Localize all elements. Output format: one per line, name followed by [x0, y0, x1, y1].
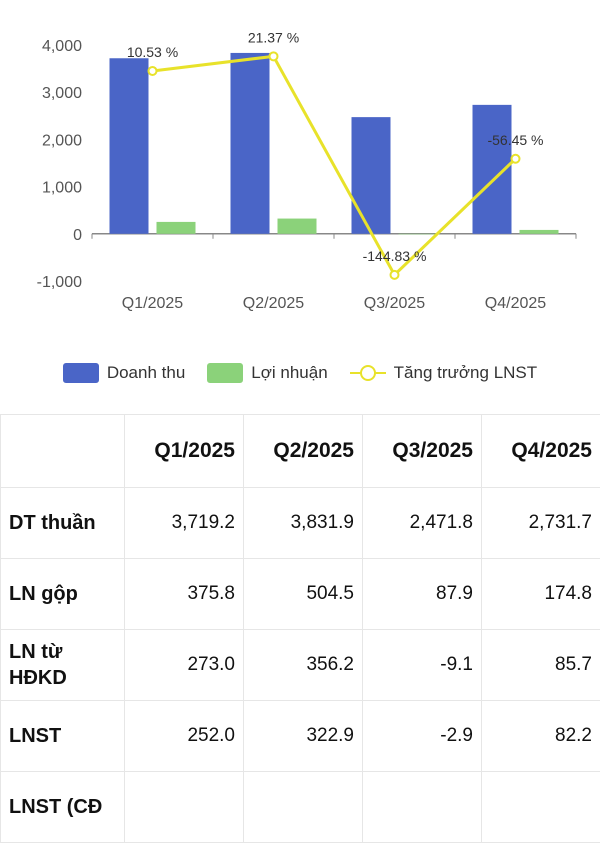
table-header-q4: Q4/2025 [482, 415, 600, 488]
growth-point [512, 155, 520, 163]
legend-swatch-profit [207, 363, 243, 383]
table-cell: 87.9 [363, 559, 482, 630]
table-cell [363, 772, 482, 843]
y-tick-label: 2,000 [42, 132, 82, 149]
growth-data-label: -144.83 % [363, 248, 427, 264]
row-label: LN gộp [1, 559, 125, 630]
table-cell: 322.9 [244, 701, 363, 772]
y-tick-label: -1,000 [37, 274, 82, 291]
table-cell: -9.1 [363, 630, 482, 701]
table-cell: 2,731.7 [482, 488, 600, 559]
table-header-q2: Q2/2025 [244, 415, 363, 488]
chart-legend: Doanh thu Lợi nhuận Tăng trưởng LNST [0, 355, 600, 391]
legend-label-growth: Tăng trưởng LNST [394, 363, 537, 383]
legend-label-profit: Lợi nhuận [251, 363, 327, 383]
table-row: DT thuần 3,719.2 3,831.9 2,471.8 2,731.7 [1, 488, 600, 559]
y-tick-label: 3,000 [42, 85, 82, 102]
table-cell: 174.8 [482, 559, 600, 630]
growth-data-label: -56.45 % [487, 132, 543, 148]
row-label: LNST [1, 701, 125, 772]
table-cell: 82.2 [482, 701, 600, 772]
legend-swatch-revenue [63, 363, 99, 383]
x-tick-label: Q3/2025 [364, 295, 425, 312]
table-cell: 356.2 [244, 630, 363, 701]
y-tick-label: 1,000 [42, 180, 82, 197]
y-tick-label: 4,000 [42, 38, 82, 55]
legend-item-growth[interactable]: Tăng trưởng LNST [350, 363, 537, 383]
table-header-corner [1, 415, 125, 488]
bar-profit [399, 234, 438, 235]
table-cell: 273.0 [125, 630, 244, 701]
bar-revenue [110, 58, 149, 234]
table-cell: 504.5 [244, 559, 363, 630]
legend-item-revenue[interactable]: Doanh thu [63, 363, 185, 383]
table-row: LNST (CĐ [1, 772, 600, 843]
x-tick-label: Q1/2025 [122, 295, 183, 312]
bar-profit [157, 222, 196, 234]
table-cell: 375.8 [125, 559, 244, 630]
quarterly-financials-table: Q1/2025 Q2/2025 Q3/2025 Q4/2025 DT thuần… [0, 414, 600, 843]
legend-item-profit[interactable]: Lợi nhuận [207, 363, 327, 383]
revenue-profit-chart: 4,000 3,000 2,000 1,000 0 -1,000 Q1/2025 Q2/202… [0, 0, 600, 340]
bar-profit [520, 230, 559, 234]
table-cell: -2.9 [363, 701, 482, 772]
growth-point [149, 67, 157, 75]
x-tick-label: Q4/2025 [485, 295, 546, 312]
legend-label-revenue: Doanh thu [107, 363, 185, 383]
row-label: LN từ HĐKD [1, 630, 125, 701]
growth-point [270, 52, 278, 60]
table-cell: 2,471.8 [363, 488, 482, 559]
table-header-row: Q1/2025 Q2/2025 Q3/2025 Q4/2025 [1, 415, 600, 488]
table-row: LN gộp 375.8 504.5 87.9 174.8 [1, 559, 600, 630]
bar-revenue [352, 117, 391, 234]
x-tick-label: Q2/2025 [243, 295, 304, 312]
table-cell: 252.0 [125, 701, 244, 772]
growth-data-label: 10.53 % [127, 44, 178, 60]
bar-revenue [231, 53, 270, 234]
legend-swatch-growth [350, 363, 386, 383]
table-header-q3: Q3/2025 [363, 415, 482, 488]
table-header-q1: Q1/2025 [125, 415, 244, 488]
table-cell: 85.7 [482, 630, 600, 701]
y-tick-label: 0 [73, 227, 82, 244]
table-cell: 3,831.9 [244, 488, 363, 559]
table-row: LN từ HĐKD 273.0 356.2 -9.1 85.7 [1, 630, 600, 701]
growth-line [153, 56, 516, 275]
table-row: LNST 252.0 322.9 -2.9 82.2 [1, 701, 600, 772]
table-cell [244, 772, 363, 843]
growth-data-label: 21.37 % [248, 29, 299, 45]
table-cell: 3,719.2 [125, 488, 244, 559]
row-label: DT thuần [1, 488, 125, 559]
table-cell [125, 772, 244, 843]
table-cell [482, 772, 600, 843]
row-label: LNST (CĐ [1, 772, 125, 843]
bar-profit [278, 219, 317, 234]
growth-point [391, 271, 399, 279]
